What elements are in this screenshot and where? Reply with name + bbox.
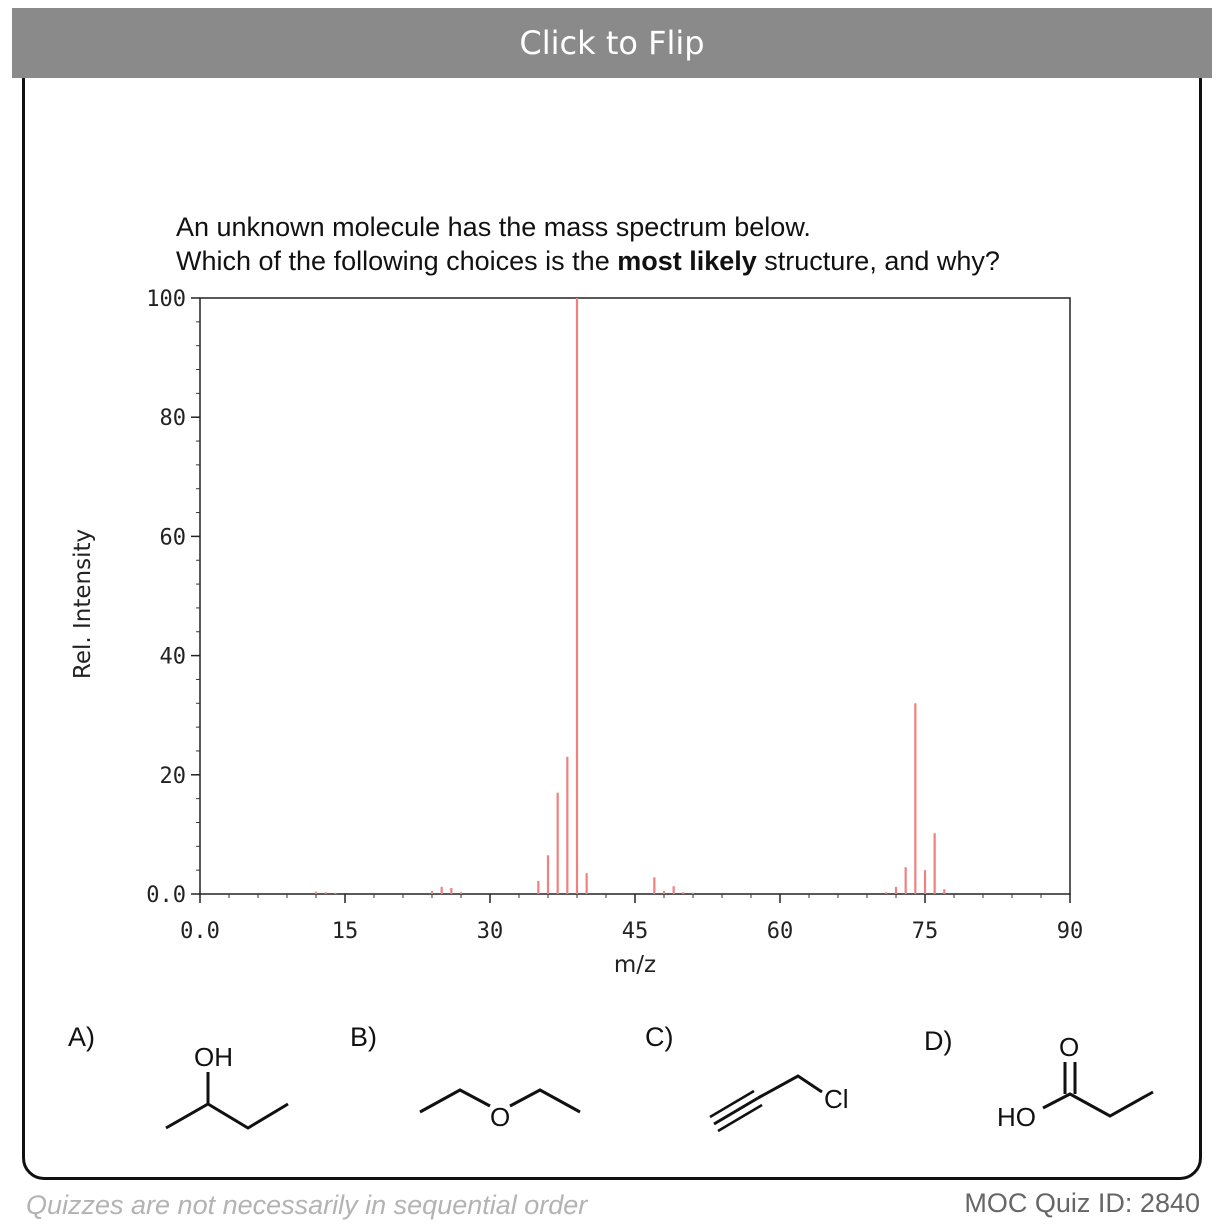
mass-spectrum-chart: 0.0 20 40 60 80 100 0.0 15 30 45 60 75 90 m/z Rel. Int… <box>70 287 1084 978</box>
y-tick-label: 80 <box>160 406 187 431</box>
x-tick-label: 90 <box>1057 919 1084 944</box>
question-line-2-end: structure, and why? <box>756 246 1000 276</box>
choice-d-carbonyl-oxygen: O <box>1059 1032 1079 1062</box>
x-tick-label: 30 <box>477 919 504 944</box>
choice-a-structure[interactable]: OH <box>150 1036 310 1136</box>
choice-b-label[interactable]: B) <box>350 1022 377 1052</box>
choice-a-label[interactable]: A) <box>68 1022 95 1052</box>
choice-d-structure[interactable]: O HO <box>995 1030 1165 1134</box>
y-tick-label: 100 <box>146 287 186 312</box>
choice-a-atom: OH <box>194 1042 233 1072</box>
question-line-2-start: Which of the following choices is the <box>176 246 618 276</box>
y-tick-label: 40 <box>160 645 187 670</box>
plot-frame <box>199 297 1071 895</box>
x-tick-label: 0.0 <box>180 919 220 944</box>
question-text: An unknown molecule has the mass spectru… <box>176 210 1000 278</box>
question-line-1: An unknown molecule has the mass spectru… <box>176 212 811 242</box>
choice-d-label[interactable]: D) <box>924 1026 953 1056</box>
flashcard[interactable] <box>22 14 1202 1180</box>
click-to-flip-bar[interactable]: Click to Flip <box>12 8 1212 78</box>
choice-d-hydroxyl: HO <box>997 1102 1036 1132</box>
x-axis-label: m/z <box>614 952 656 978</box>
x-tick-label: 15 <box>332 919 359 944</box>
y-tick-label: 0.0 <box>146 883 186 908</box>
y-tick-label: 60 <box>160 525 187 550</box>
choice-b-atom: O <box>490 1102 510 1132</box>
y-tick-label: 20 <box>160 764 187 789</box>
choice-c-atom: Cl <box>824 1084 849 1114</box>
flip-label: Click to Flip <box>519 24 705 62</box>
question-emphasis: most likely <box>617 246 757 276</box>
x-tick-label: 60 <box>767 919 794 944</box>
y-axis-label: Rel. Intensity <box>70 529 96 679</box>
quiz-id: MOC Quiz ID: 2840 <box>964 1188 1200 1218</box>
x-tick-label: 45 <box>622 919 649 944</box>
x-tick-label: 75 <box>912 919 939 944</box>
choice-b-structure[interactable]: O <box>410 1070 590 1132</box>
choice-c-label[interactable]: C) <box>645 1022 674 1052</box>
choice-c-structure[interactable]: Cl <box>706 1066 876 1136</box>
question-line-2: Which of the following choices is the mo… <box>176 244 1000 278</box>
footer-note: Quizzes are not necessarily in sequentia… <box>26 1190 588 1220</box>
